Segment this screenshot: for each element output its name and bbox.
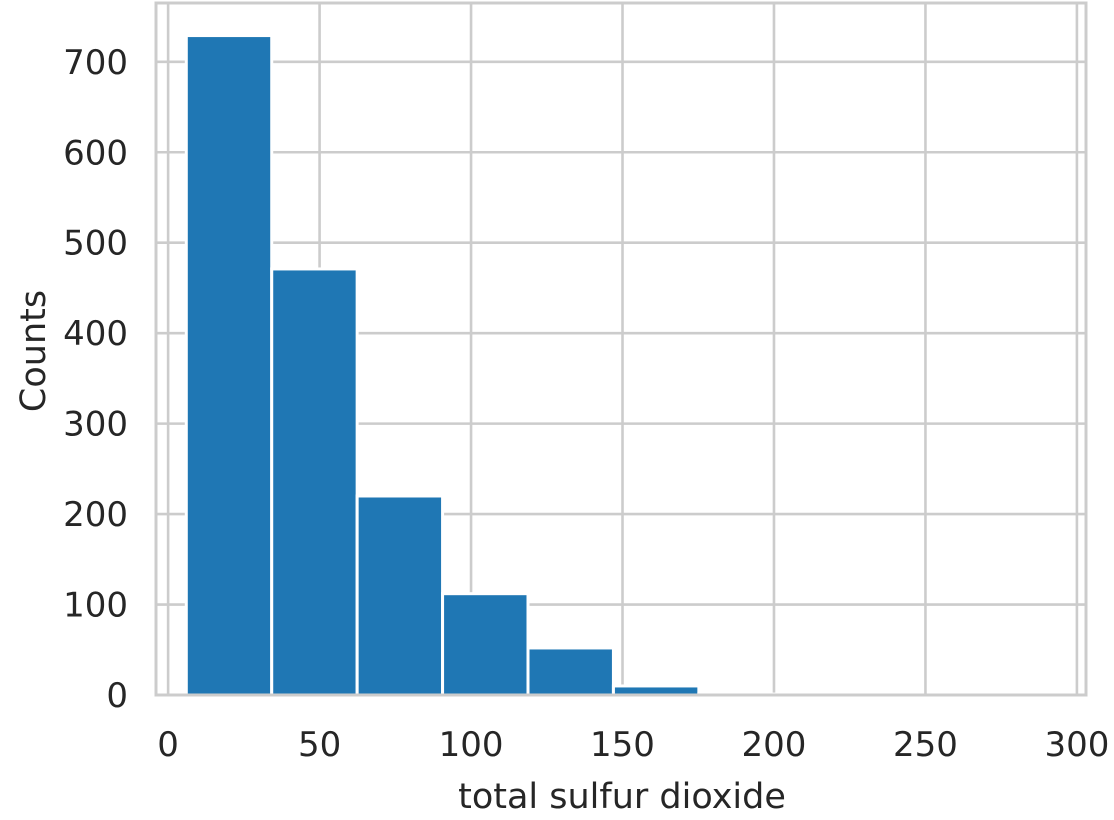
y-tick-label: 700	[63, 43, 128, 83]
y-tick-label: 0	[106, 676, 128, 716]
y-axis-title: Counts	[14, 290, 54, 412]
y-tick-label: 100	[63, 586, 128, 626]
histogram-bar	[184, 34, 274, 697]
y-tick-label: 300	[63, 405, 128, 445]
x-tick-labels: 0 50 100 150 200 250 300	[157, 725, 1109, 765]
histogram-bar	[355, 494, 445, 697]
y-tick-label: 500	[63, 224, 128, 264]
y-tick-label: 200	[63, 495, 128, 535]
plot-border	[154, 1, 1088, 697]
y-tick-labels: 0 100 200 300 400 500 600 700	[63, 43, 128, 716]
x-tick-label: 50	[298, 725, 341, 765]
x-tick-label: 150	[590, 725, 655, 765]
histogram-bars	[184, 34, 1046, 697]
y-tick-label: 400	[63, 314, 128, 354]
x-tick-label: 100	[439, 725, 504, 765]
x-tick-label: 0	[157, 725, 179, 765]
histogram-bar	[441, 592, 530, 697]
histogram-bar	[526, 646, 615, 697]
y-tick-label: 600	[63, 133, 128, 173]
x-tick-label: 200	[742, 725, 807, 765]
histogram-bar	[270, 267, 359, 697]
plot-frame	[154, 1, 1088, 697]
x-tick-label: 300	[1044, 725, 1109, 765]
x-tick-label: 250	[893, 725, 958, 765]
x-axis-title: total sulfur dioxide	[458, 777, 786, 817]
